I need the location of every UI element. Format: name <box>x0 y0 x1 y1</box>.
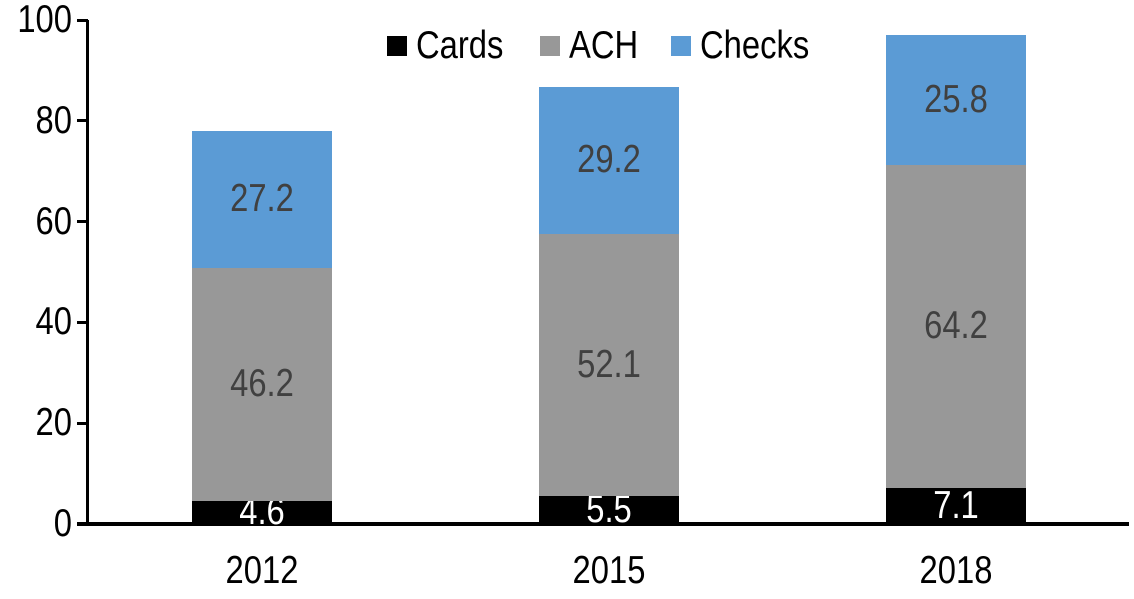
bar-value-label: 46.2 <box>229 362 294 406</box>
bar-segment-ach-2015: 52.1 <box>538 233 679 497</box>
bar-segment-ach-2012: 46.2 <box>191 267 332 501</box>
chart-legend: Cards ACH Checks <box>88 26 1129 66</box>
legend-label: Checks <box>700 24 810 67</box>
bar-segment-cards-2015: 5.5 <box>538 488 679 531</box>
legend-swatch-checks <box>671 36 692 56</box>
bar-segment-cards-2012: 4.6 <box>191 490 332 533</box>
x-axis-line <box>77 522 1129 526</box>
bar-value-label: 52.1 <box>576 342 641 386</box>
bar-value-label: 25.8 <box>923 77 988 121</box>
x-tick-label-2015: 2015 <box>572 549 645 592</box>
bar-segment-checks-2018: 25.8 <box>885 34 1026 165</box>
y-tick-label: 40 <box>35 300 72 344</box>
legend-label: ACH <box>568 24 638 67</box>
y-tick-label: 100 <box>17 0 73 41</box>
bar-segment-cards-2018: 7.1 <box>885 484 1026 527</box>
y-tick-mark <box>77 119 88 123</box>
y-tick-label: 20 <box>35 401 72 445</box>
y-tick-mark <box>77 220 88 224</box>
legend-item-cards: Cards <box>386 24 520 67</box>
legend-swatch-ach <box>539 36 560 56</box>
y-tick-mark <box>77 522 88 526</box>
y-tick-mark <box>77 18 88 22</box>
bar-segment-checks-2015: 29.2 <box>538 86 679 234</box>
bar-segment-ach-2018: 64.2 <box>885 164 1026 489</box>
bar-value-label: 64.2 <box>923 304 988 348</box>
legend-item-ach: ACH <box>539 24 651 67</box>
legend-item-checks: Checks <box>671 26 830 66</box>
bar-value-label: 27.2 <box>229 177 294 221</box>
bar-value-label: 7.1 <box>932 484 979 528</box>
y-tick-label: 0 <box>53 502 72 545</box>
y-axis-line <box>86 20 89 524</box>
y-tick-label: 80 <box>35 98 72 142</box>
legend-label: Cards <box>415 24 504 67</box>
y-tick-mark <box>77 320 88 324</box>
bar-value-label: 29.2 <box>576 138 641 182</box>
y-tick-mark <box>77 421 88 425</box>
x-tick-label-2018: 2018 <box>919 549 992 592</box>
legend-swatch-cards <box>386 36 407 56</box>
y-tick-label: 60 <box>35 199 72 243</box>
bar-segment-checks-2012: 27.2 <box>191 130 332 268</box>
x-tick-label-2012: 2012 <box>225 549 298 592</box>
